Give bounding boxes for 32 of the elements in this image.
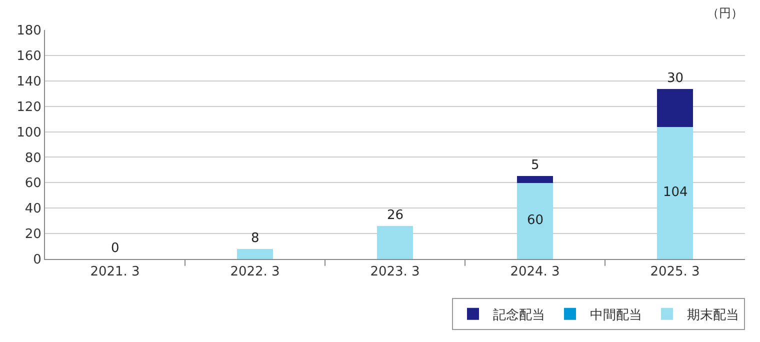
data-label: 104: [663, 185, 688, 200]
bar: [657, 127, 693, 259]
legend-label: 中間配当: [590, 308, 642, 323]
y-tick-label: 100: [16, 125, 42, 140]
data-label: 5: [531, 158, 540, 173]
bar: [377, 226, 413, 259]
x-tick-label: 2022. 3: [230, 264, 280, 280]
y-tick-label: 60: [24, 176, 42, 192]
legend-label: 記念配当: [493, 308, 545, 323]
data-label: 60: [527, 213, 544, 228]
y-tick-label: 120: [16, 100, 42, 115]
data-label: 0: [111, 241, 120, 256]
x-tick-label: 2025. 3: [650, 264, 700, 280]
x-tick-label: 2023. 3: [370, 264, 420, 280]
bar: [237, 249, 273, 259]
y-tick-label: 140: [16, 74, 42, 90]
data-label: 8: [251, 231, 260, 246]
text: （円）: [707, 6, 743, 20]
x-tick-label: 2024. 3: [510, 264, 560, 280]
bar: [517, 176, 553, 183]
y-tick-label: 80: [24, 150, 42, 166]
y-tick-label: 180: [16, 24, 42, 39]
x-tick-label: 2021. 3: [90, 264, 140, 280]
y-tick-label: 40: [24, 202, 42, 217]
bar: [517, 183, 553, 259]
y-tick-label: 20: [24, 227, 42, 242]
bar: [657, 89, 693, 127]
legend-label: 期末配当: [687, 308, 739, 323]
y-tick-label: 160: [16, 48, 42, 64]
data-label: 26: [387, 208, 404, 223]
y-tick-label: 0: [33, 252, 42, 268]
data-label: 30: [667, 71, 684, 86]
